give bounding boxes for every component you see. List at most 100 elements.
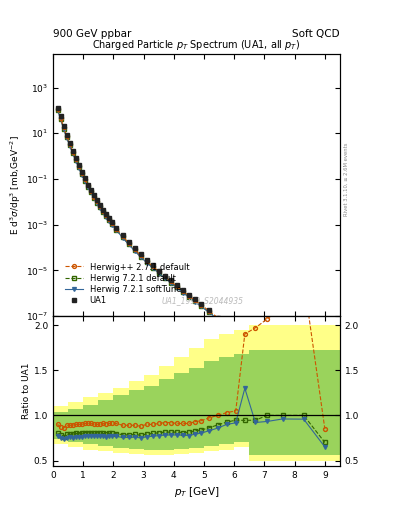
Herwig 7.2.1 softTune: [73, 158, 78, 164]
UA1: [88, 187, 93, 193]
Herwig++ 2.7.1 default: [64, 133, 69, 139]
Herwig++ 2.7.1 default: [215, 314, 220, 321]
Herwig++ 2.7.1 default: [199, 302, 204, 308]
Herwig++ 2.7.1 default: [70, 148, 75, 155]
Herwig 7.2.1 default: [55, 107, 60, 113]
UA1: [114, 225, 119, 231]
Herwig 7.2.1 default: [76, 164, 81, 170]
Herwig 7.2.1 softTune: [79, 172, 84, 178]
UA1: [193, 296, 197, 303]
Herwig 7.2.1 softTune: [92, 195, 96, 201]
Herwig 7.2.1 default: [110, 221, 114, 227]
Herwig++ 2.7.1 default: [253, 338, 258, 345]
UA1: [67, 140, 72, 146]
Line: Herwig 7.2.1 softTune: Herwig 7.2.1 softTune: [56, 109, 327, 385]
UA1: [187, 292, 191, 298]
Herwig 7.2.1 default: [206, 309, 211, 315]
Herwig 7.2.1 default: [114, 227, 119, 233]
Herwig++ 2.7.1 default: [55, 106, 60, 112]
UA1: [120, 232, 125, 238]
Herwig 7.2.1 default: [242, 337, 247, 344]
UA1: [224, 322, 229, 328]
Herwig++ 2.7.1 default: [169, 278, 173, 284]
UA1: [55, 104, 60, 111]
Herwig 7.2.1 softTune: [174, 285, 179, 291]
UA1: [162, 272, 167, 279]
Herwig++ 2.7.1 default: [110, 220, 114, 226]
Line: Herwig++ 2.7.1 default: Herwig++ 2.7.1 default: [56, 107, 327, 376]
Herwig 7.2.1 default: [70, 150, 75, 156]
Herwig 7.2.1 softTune: [114, 227, 119, 233]
Herwig 7.2.1 softTune: [144, 260, 149, 266]
Herwig++ 2.7.1 default: [107, 216, 111, 222]
Herwig 7.2.1 softTune: [120, 234, 125, 241]
Title: Charged Particle $p_T$ Spectrum (UA1, all $p_T$): Charged Particle $p_T$ Spectrum (UA1, al…: [92, 38, 301, 52]
UA1: [301, 380, 306, 386]
Herwig 7.2.1 default: [180, 289, 185, 295]
Herwig 7.2.1 softTune: [280, 366, 285, 372]
Herwig++ 2.7.1 default: [156, 268, 161, 274]
UA1: [70, 147, 75, 154]
Herwig 7.2.1 default: [97, 204, 102, 210]
Herwig 7.2.1 default: [233, 330, 238, 336]
UA1: [94, 197, 99, 203]
Herwig 7.2.1 default: [61, 125, 66, 132]
Herwig 7.2.1 softTune: [169, 280, 173, 286]
Herwig 7.2.1 softTune: [162, 275, 167, 281]
UA1: [103, 211, 108, 217]
Herwig 7.2.1 default: [120, 234, 125, 240]
Herwig 7.2.1 default: [138, 253, 143, 260]
Herwig 7.2.1 default: [101, 209, 105, 215]
Herwig++ 2.7.1 default: [126, 240, 131, 246]
Herwig 7.2.1 default: [73, 157, 78, 163]
Herwig 7.2.1 default: [224, 323, 229, 329]
Herwig 7.2.1 default: [67, 142, 72, 148]
Herwig 7.2.1 default: [174, 284, 179, 290]
UA1: [138, 251, 143, 257]
Text: Rivet 3.1.10, ≥ 2.6M events: Rivet 3.1.10, ≥ 2.6M events: [344, 142, 349, 216]
Herwig 7.2.1 softTune: [132, 248, 137, 254]
UA1: [83, 176, 87, 182]
Herwig 7.2.1 default: [253, 346, 258, 352]
Text: UA1_1990_S2044935: UA1_1990_S2044935: [161, 296, 243, 306]
Herwig 7.2.1 softTune: [94, 200, 99, 206]
Herwig 7.2.1 default: [85, 184, 90, 190]
Herwig++ 2.7.1 default: [73, 156, 78, 162]
UA1: [206, 307, 211, 313]
Herwig 7.2.1 default: [64, 134, 69, 140]
Herwig++ 2.7.1 default: [242, 330, 247, 336]
Legend: Herwig++ 2.7.1 default, Herwig 7.2.1 default, Herwig 7.2.1 softTune, UA1: Herwig++ 2.7.1 default, Herwig 7.2.1 def…: [63, 261, 191, 307]
Herwig++ 2.7.1 default: [58, 115, 63, 121]
Herwig 7.2.1 softTune: [253, 346, 258, 352]
Herwig 7.2.1 softTune: [138, 254, 143, 260]
X-axis label: $p_T$ [GeV]: $p_T$ [GeV]: [174, 485, 219, 499]
Herwig++ 2.7.1 default: [97, 203, 102, 209]
Herwig 7.2.1 softTune: [187, 294, 191, 301]
Text: Soft QCD: Soft QCD: [292, 29, 340, 39]
UA1: [265, 355, 270, 361]
UA1: [280, 366, 285, 372]
Herwig 7.2.1 softTune: [265, 355, 270, 361]
Herwig++ 2.7.1 default: [114, 225, 119, 231]
Herwig++ 2.7.1 default: [103, 212, 108, 218]
Herwig 7.2.1 softTune: [67, 142, 72, 148]
Herwig 7.2.1 softTune: [180, 289, 185, 295]
Herwig 7.2.1 default: [88, 189, 93, 195]
Herwig++ 2.7.1 default: [144, 258, 149, 264]
Herwig++ 2.7.1 default: [132, 246, 137, 252]
UA1: [169, 278, 173, 284]
Herwig 7.2.1 softTune: [61, 126, 66, 132]
Herwig 7.2.1 default: [156, 270, 161, 276]
Herwig 7.2.1 default: [323, 332, 327, 338]
Herwig 7.2.1 softTune: [156, 270, 161, 276]
UA1: [156, 267, 161, 273]
Herwig 7.2.1 default: [58, 116, 63, 122]
Herwig++ 2.7.1 default: [174, 283, 179, 289]
Herwig++ 2.7.1 default: [233, 329, 238, 335]
Herwig 7.2.1 softTune: [215, 316, 220, 322]
Herwig 7.2.1 default: [151, 265, 155, 271]
UA1: [110, 219, 114, 225]
UA1: [180, 287, 185, 293]
Herwig 7.2.1 softTune: [233, 330, 238, 336]
Herwig++ 2.7.1 default: [265, 348, 270, 354]
